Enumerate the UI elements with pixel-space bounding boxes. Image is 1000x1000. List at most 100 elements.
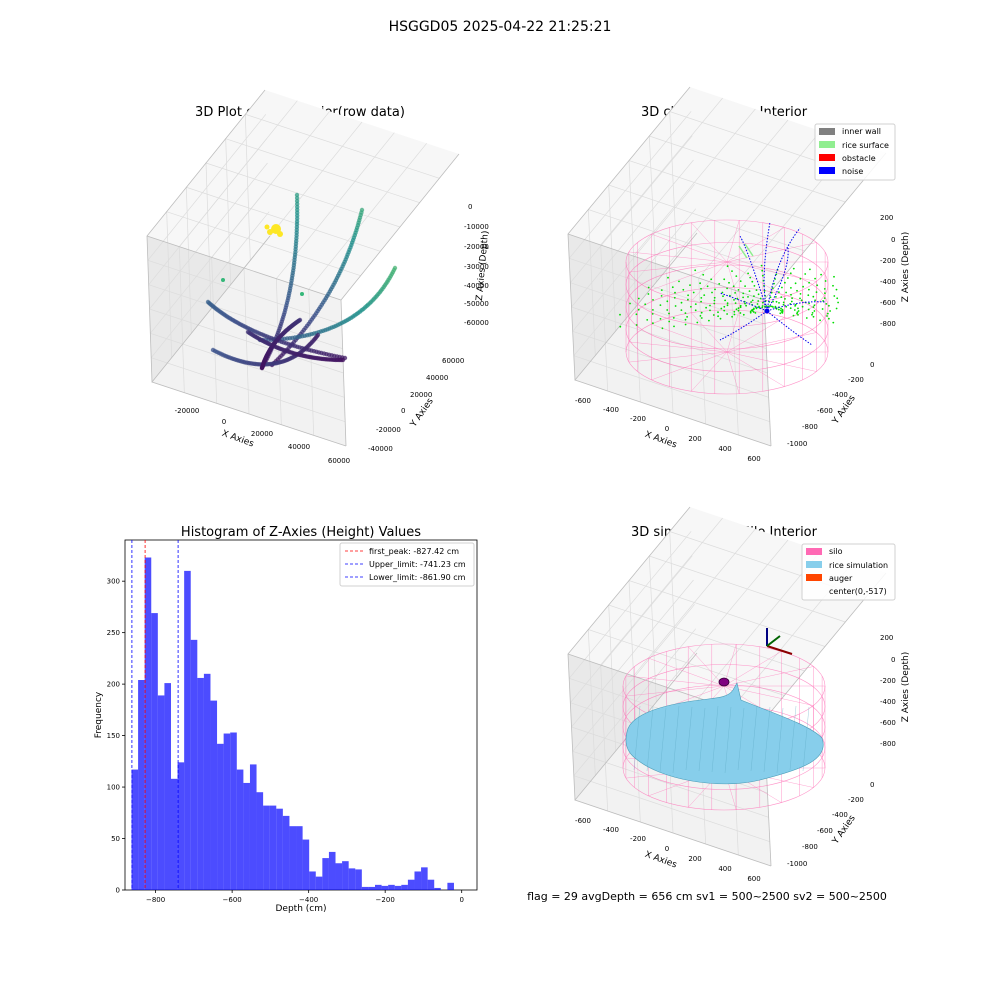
rice-surface-point <box>619 325 622 328</box>
classify-ytick: 0 <box>870 361 874 369</box>
rice-mesh-line <box>646 706 654 772</box>
classify-z-label: Z Axies (Depth) <box>901 232 911 303</box>
rice-surface-point <box>652 322 654 325</box>
rice-surface-point <box>726 313 728 315</box>
rice-surface-point <box>672 317 675 319</box>
silo-spoke <box>625 685 725 697</box>
rice-surface-point <box>797 314 799 316</box>
rice-surface-point <box>637 297 640 300</box>
histogram-y-label: Frequency <box>94 691 104 738</box>
classify-xtick: 200 <box>688 435 701 443</box>
rice-surface-point <box>771 287 774 289</box>
raw-point-cloud <box>205 192 398 371</box>
simulation-ztick: 200 <box>880 634 893 642</box>
rice-surface-point <box>808 288 810 291</box>
histogram-legend-frame <box>339 542 475 587</box>
raw-ytick: -40000 <box>368 445 393 453</box>
rice-mesh-line <box>672 705 680 774</box>
rice-surface-point <box>726 287 728 290</box>
rice-surface-point <box>780 296 783 298</box>
simulation-ztick: -600 <box>880 719 896 727</box>
rice-surface-point <box>778 302 780 304</box>
rice-surface-point <box>713 302 716 305</box>
legend-swatch-obstacle <box>819 154 835 161</box>
rice-surface-point <box>807 294 810 297</box>
classify-inner-wall-spoke <box>726 332 817 353</box>
rice-surface-point <box>805 317 808 319</box>
rice-surface-point <box>682 288 685 291</box>
rice-surface-point <box>686 316 688 318</box>
rice-surface-point <box>812 315 815 318</box>
histogram-bar <box>342 861 349 890</box>
rice-mesh-line <box>685 706 693 771</box>
classify-inner-wall-spoke <box>691 312 728 353</box>
rice-surface-point <box>824 292 826 295</box>
histogram-legend: first_peak: -827.42 cm Upper_limit: -741.… <box>339 542 475 587</box>
histogram-bar <box>348 868 356 890</box>
rice-surface-point <box>673 325 675 328</box>
rice-surface-point <box>723 305 726 308</box>
rice-surface-point <box>660 295 663 297</box>
rice-surface-point <box>710 278 713 281</box>
classify-inner-wall-spoke <box>628 261 728 273</box>
classify-xtick: -200 <box>630 415 646 423</box>
histogram-bar <box>157 695 165 890</box>
rice-surface-point <box>717 311 719 314</box>
simulation-y-ticks: -1000 -800 -600 -400 -200 0 <box>787 781 874 868</box>
simulation-surface <box>622 628 826 811</box>
rice-surface-point <box>713 296 716 299</box>
rice-surface-point <box>694 303 697 305</box>
rice-surface-point <box>708 319 710 322</box>
rice-surface-point <box>744 302 746 305</box>
raw-xtick: -20000 <box>175 407 200 415</box>
rice-surface-point <box>784 298 786 300</box>
legend-label-rice-simulation: rice simulation <box>829 561 888 570</box>
grid-line <box>569 258 766 325</box>
rice-surface-point <box>792 314 795 317</box>
rice-surface-point <box>702 273 705 276</box>
rice-surface-point <box>706 285 709 288</box>
raw-ztick: -20000 <box>464 243 489 251</box>
rice-surface-point <box>785 305 788 308</box>
simulation-legend-frame <box>801 543 896 601</box>
figure-suptitle: HSGGD05 2025-04-22 21:25:21 <box>389 19 612 35</box>
noise-trace <box>763 221 771 312</box>
rice-surface-point <box>694 269 697 272</box>
rice-surface-point <box>749 310 752 313</box>
raw-z-ticks: 0 -10000 -20000 -30000 -40000 -50000 -60… <box>464 203 489 327</box>
rice-mesh-line <box>776 707 784 774</box>
classify-ztick: 0 <box>891 236 895 244</box>
raw-point-cluster <box>264 224 270 230</box>
histogram-bar <box>177 762 185 890</box>
histogram-xtick-label: −800 <box>146 896 165 904</box>
rice-mesh-line <box>659 707 667 773</box>
raw-ztick: -10000 <box>464 223 489 231</box>
rice-surface-point <box>742 296 744 299</box>
rice-surface-point <box>734 292 736 294</box>
classify-inner-wall-spoke <box>726 310 740 353</box>
histogram-bar <box>151 613 158 890</box>
classify-inner-wall-spoke <box>628 341 728 353</box>
rice-surface-point <box>674 305 677 307</box>
histogram-bar <box>309 871 316 890</box>
classify-inner-wall-spoke <box>651 261 728 291</box>
rice-surface-point <box>700 317 703 319</box>
raw-ztick: -60000 <box>464 319 489 327</box>
rice-surface-point <box>782 303 785 306</box>
rice-surface-point <box>791 297 793 300</box>
rice-surface-point <box>673 296 676 299</box>
histogram-ytick-label: 100 <box>107 784 120 792</box>
histogram-bar <box>315 876 323 890</box>
rice-surface-point <box>793 309 796 311</box>
rice-surface-point <box>757 293 760 296</box>
raw-point <box>297 317 303 323</box>
raw-point <box>340 357 346 363</box>
rice-surface-point <box>761 305 764 307</box>
histogram-bar <box>170 778 178 890</box>
rice-surface-point <box>819 319 821 322</box>
rice-surface-point <box>724 299 726 302</box>
histogram-ytick-label: 0 <box>116 887 120 895</box>
raw-x-ticks: -20000 0 20000 40000 60000 <box>175 407 351 465</box>
noise-trace <box>766 247 789 312</box>
rice-surface-point <box>705 306 707 309</box>
